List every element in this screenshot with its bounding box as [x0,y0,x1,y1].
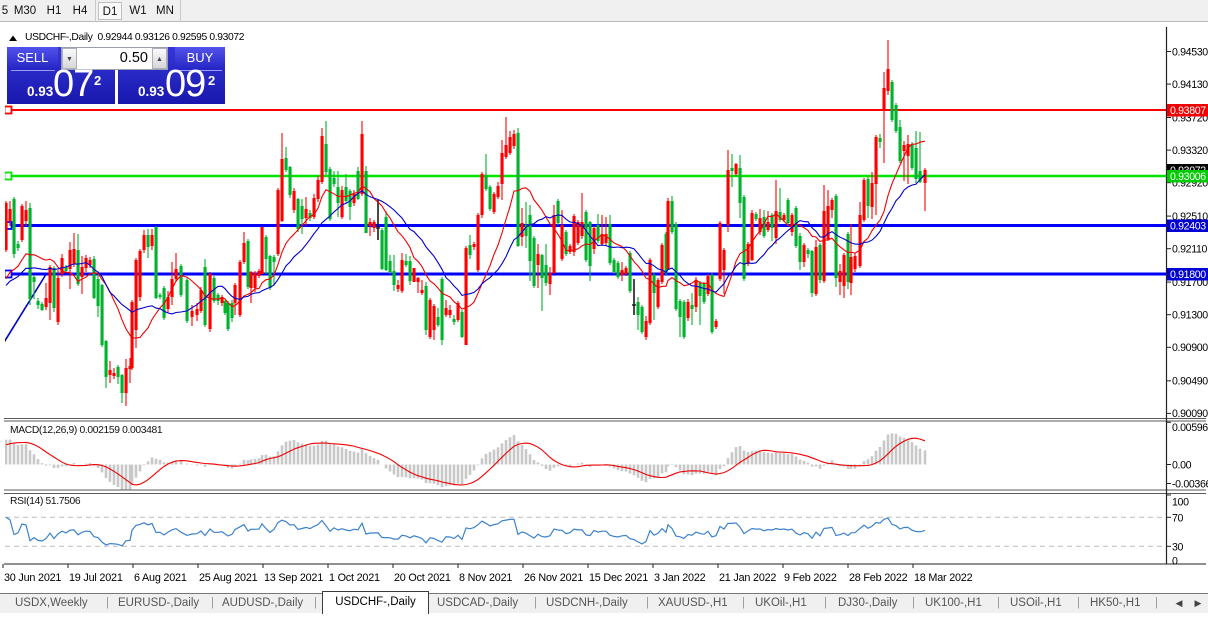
svg-text:0.00: 0.00 [1172,459,1192,471]
svg-text:USDCHF-,Daily 0.92944 0.93126: USDCHF-,Daily 0.92944 0.93126 0.92595 0.… [25,32,245,43]
svg-text:70: 70 [1172,513,1184,525]
svg-text:21 Jan 2022: 21 Jan 2022 [719,572,776,584]
svg-text:0: 0 [1172,556,1178,568]
svg-text:8 Nov 2021: 8 Nov 2021 [459,572,512,584]
svg-text:20 Oct 2021: 20 Oct 2021 [394,572,451,584]
svg-text:0.93320: 0.93320 [1172,145,1208,157]
svg-text:28 Feb 2022: 28 Feb 2022 [849,572,908,584]
svg-text:0.91800: 0.91800 [1170,269,1206,281]
svg-text:RSI(14) 51.7506: RSI(14) 51.7506 [10,496,81,507]
svg-text:100: 100 [1172,496,1189,508]
svg-text:26 Nov 2021: 26 Nov 2021 [524,572,583,584]
svg-text:0.90090: 0.90090 [1172,408,1208,420]
svg-text:19 Jul 2021: 19 Jul 2021 [69,572,123,584]
svg-text:0.92110: 0.92110 [1172,244,1208,256]
svg-text:0.93807: 0.93807 [1170,105,1206,117]
svg-text:3 Jan 2022: 3 Jan 2022 [654,572,706,584]
svg-text:MACD(12,26,9) 0.002159 0.00348: MACD(12,26,9) 0.002159 0.003481 [10,425,163,436]
svg-text:0.92403: 0.92403 [1170,221,1206,233]
svg-text:0.91300: 0.91300 [1172,310,1208,322]
svg-text:-0.003664: -0.003664 [1172,478,1208,490]
svg-text:1 Oct 2021: 1 Oct 2021 [329,572,380,584]
svg-text:0.90490: 0.90490 [1172,376,1208,388]
svg-text:0.90900: 0.90900 [1172,342,1208,354]
svg-text:0.94530: 0.94530 [1172,46,1208,58]
svg-text:9 Feb 2022: 9 Feb 2022 [784,572,837,584]
svg-text:18 Mar 2022: 18 Mar 2022 [914,572,973,584]
svg-text:6 Aug 2021: 6 Aug 2021 [134,572,187,584]
svg-text:30: 30 [1172,542,1184,554]
svg-text:0.005963: 0.005963 [1172,422,1208,434]
svg-text:15 Dec 2021: 15 Dec 2021 [589,572,648,584]
svg-text:25 Aug 2021: 25 Aug 2021 [199,572,258,584]
svg-text:0.94130: 0.94130 [1172,79,1208,91]
svg-text:0.93006: 0.93006 [1170,171,1206,183]
svg-text:30 Jun 2021: 30 Jun 2021 [4,572,61,584]
svg-text:13 Sep 2021: 13 Sep 2021 [264,572,323,584]
